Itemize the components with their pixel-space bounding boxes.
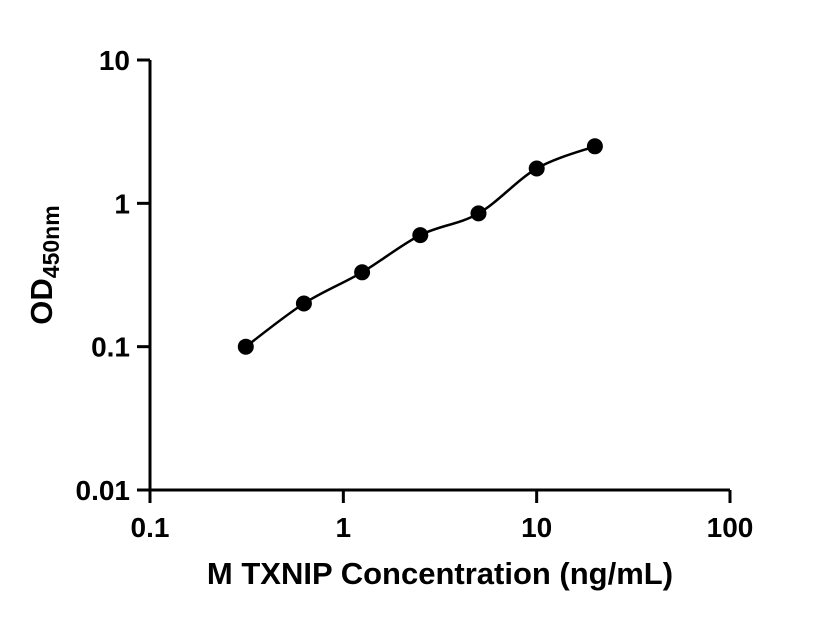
y-tick-label: 10 [99, 45, 130, 76]
x-tick-label: 100 [707, 512, 754, 543]
data-points-group [237, 138, 603, 355]
y-axis-label-prefix: OD [24, 278, 59, 325]
y-tick-label: 0.1 [91, 332, 130, 363]
fit-curve-group [245, 145, 596, 348]
data-point [354, 264, 371, 281]
x-axis-label: M TXNIP Concentration (ng/mL) [207, 556, 673, 591]
y-tick-label: 1 [114, 188, 130, 219]
data-point [237, 338, 254, 355]
data-point [528, 160, 545, 177]
y-ticks: 0.01 0.1 1 10 [76, 45, 150, 506]
x-ticks: 0.1 1 10 100 [131, 490, 754, 543]
data-point [586, 138, 603, 155]
axis-lines [148, 60, 730, 492]
y-axis-label-subscript: 450nm [38, 205, 64, 278]
y-axis-label: OD450nm [24, 205, 64, 324]
x-tick-label: 1 [336, 512, 352, 543]
data-point [412, 227, 429, 244]
data-point [470, 205, 487, 222]
y-tick-label: 0.01 [76, 475, 131, 506]
fit-curve [245, 145, 596, 348]
x-tick-label: 0.1 [131, 512, 170, 543]
data-point [295, 295, 312, 312]
x-tick-label: 10 [521, 512, 552, 543]
